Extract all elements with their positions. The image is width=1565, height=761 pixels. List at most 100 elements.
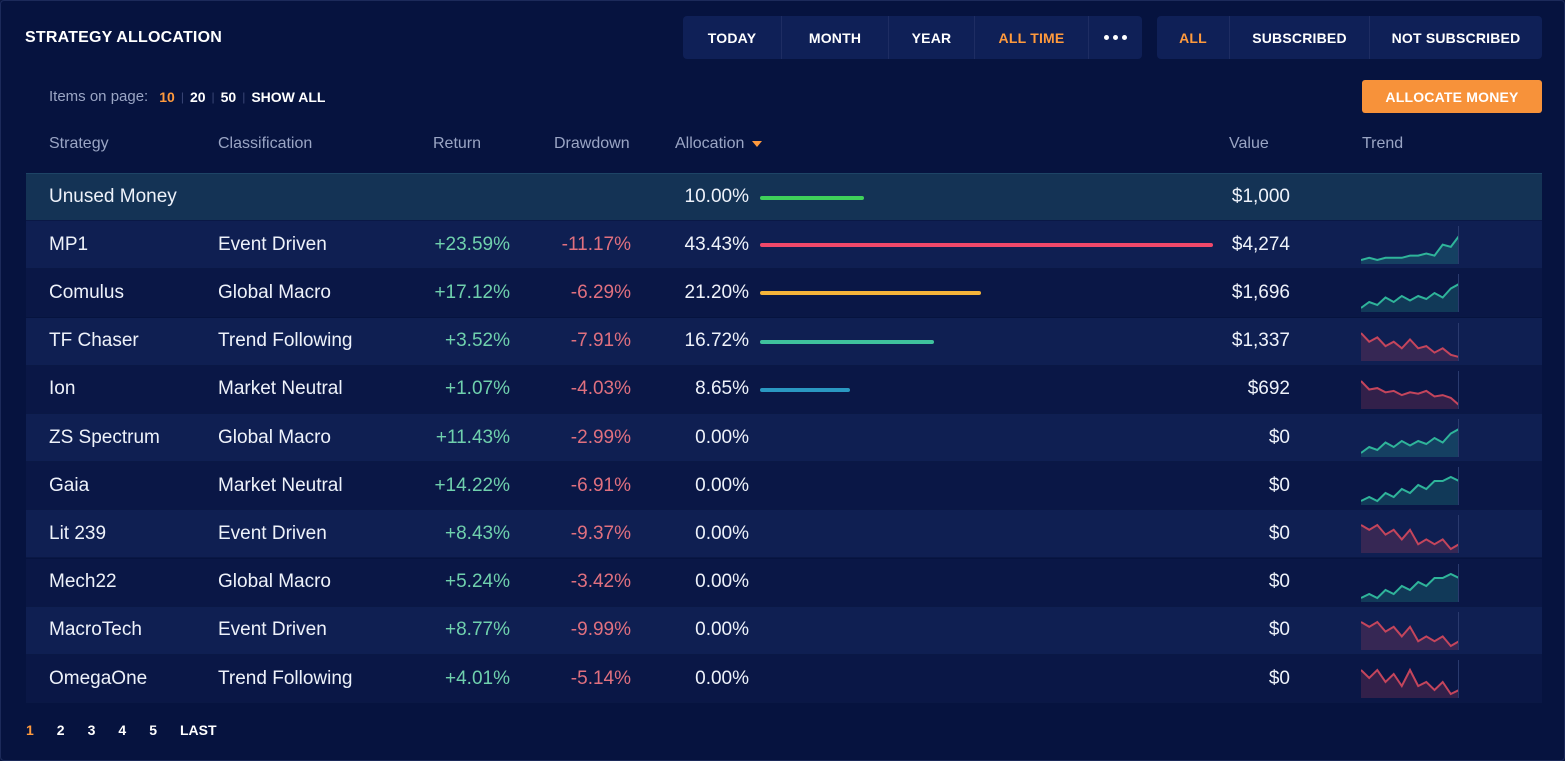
filter-subscribed[interactable]: SUBSCRIBED xyxy=(1230,16,1370,59)
trend-sparkline xyxy=(1361,226,1459,265)
page-size-10[interactable]: 10 xyxy=(159,88,175,105)
return-value xyxy=(366,174,510,220)
table-row[interactable]: Ion Market Neutral +1.07% -4.03% 8.65% $692 xyxy=(26,365,1542,414)
page-link-1[interactable]: 1 xyxy=(26,722,34,738)
tab-all-time[interactable]: ALL TIME xyxy=(975,16,1089,59)
classification: Market Neutral xyxy=(218,474,343,496)
value-amount: $4,274 xyxy=(1231,233,1290,255)
unused-money-row[interactable]: Unused Money 10.00% $1,000 xyxy=(26,173,1542,221)
allocation-value: 0.00% xyxy=(695,571,749,593)
table-row[interactable]: MP1 Event Driven +23.59% -11.17% 43.43% $4,27… xyxy=(26,221,1542,270)
return-value: +3.52% xyxy=(445,330,510,352)
column-header-drawdown[interactable]: Drawdown xyxy=(554,135,630,152)
show-all-link[interactable]: SHOW ALL xyxy=(251,88,326,105)
column-header-trend: Trend xyxy=(1362,135,1404,152)
allocate-money-button[interactable]: ALLOCATE MONEY xyxy=(1362,80,1542,113)
trend-sparkline xyxy=(1361,322,1459,361)
allocation-value: 0.00% xyxy=(695,426,749,448)
sparkline-area xyxy=(1361,573,1458,602)
drawdown-value: -2.99% xyxy=(570,426,631,448)
sparkline-line xyxy=(1361,524,1458,551)
table-row[interactable]: TF Chaser Trend Following +3.52% -7.91% 16.7… xyxy=(26,317,1542,366)
table-row[interactable]: OmegaOne Trend Following +4.01% -5.14% 0.00%… xyxy=(26,655,1542,703)
tab-today[interactable]: TODAY xyxy=(683,16,782,59)
column-header-strategy[interactable]: Strategy xyxy=(49,135,109,152)
strategy-name[interactable]: Lit 239 xyxy=(49,522,107,544)
value-amount: $1,000 xyxy=(1231,186,1290,207)
classification: Event Driven xyxy=(218,522,327,544)
column-header-value[interactable]: Value xyxy=(1229,135,1269,152)
return-value: +8.77% xyxy=(445,619,510,641)
table-row[interactable]: Mech22 Global Macro +5.24% -3.42% 0.00% $0 xyxy=(26,558,1542,607)
trend-sparkline xyxy=(1361,419,1459,457)
sparkline-line xyxy=(1361,235,1458,262)
allocation-bar xyxy=(760,291,982,296)
sparkline-line xyxy=(1361,331,1458,358)
return-value: +1.07% xyxy=(445,378,510,400)
return-value: +23.59% xyxy=(434,233,510,255)
filter-not-subscribed[interactable]: NOT SUBSCRIBED xyxy=(1391,29,1521,46)
page-size-20[interactable]: 20 xyxy=(189,88,206,105)
allocation-bar xyxy=(760,387,851,392)
strategy-name[interactable]: Ion xyxy=(49,378,76,400)
page-link-2[interactable]: 2 xyxy=(56,722,65,738)
value-amount: $0 xyxy=(1268,522,1290,544)
items-per-page-label: Items on page: xyxy=(49,88,149,105)
column-header-allocation[interactable]: Allocation xyxy=(675,135,763,153)
table-row[interactable]: Comulus Global Macro +17.12% -6.29% 21.20% $1… xyxy=(26,269,1542,318)
table-row[interactable]: Lit 239 Event Driven +8.43% -9.37% 0.00% $0 xyxy=(26,510,1542,559)
return-value: +11.43% xyxy=(435,426,510,448)
allocation-value: 16.72% xyxy=(684,330,749,352)
drawdown-value: -6.91% xyxy=(570,474,631,496)
strategy-name[interactable]: MacroTech xyxy=(49,619,142,641)
divider: | xyxy=(242,89,246,104)
trend-sparkline xyxy=(1361,515,1459,554)
strategy-name[interactable]: MP1 xyxy=(49,233,89,255)
tab-year[interactable]: YEAR xyxy=(889,16,975,59)
page-link-4[interactable]: 4 xyxy=(118,722,127,738)
value-amount: $0 xyxy=(1268,571,1290,593)
strategy-name[interactable]: Comulus xyxy=(49,281,124,303)
strategy-name[interactable]: TF Chaser xyxy=(49,330,139,352)
page-link-last[interactable]: LAST xyxy=(179,722,217,738)
sparkline-area xyxy=(1361,237,1458,265)
classification: Global Macro xyxy=(218,426,331,448)
sort-descending-caret-icon xyxy=(752,140,763,147)
drawdown-value: -4.03% xyxy=(570,378,631,400)
allocation-value: 43.43% xyxy=(684,233,749,255)
table-row[interactable]: ZS Spectrum Global Macro +11.43% -2.99% 0.00… xyxy=(26,414,1542,462)
allocation-bar xyxy=(760,196,865,200)
column-header-classification[interactable]: Classification xyxy=(218,135,313,152)
value-amount: $0 xyxy=(1268,667,1290,689)
sparkline-area xyxy=(1361,380,1458,409)
return-value: +4.01% xyxy=(445,667,510,689)
strategy-name[interactable]: Mech22 xyxy=(49,571,117,593)
table-row[interactable]: MacroTech Event Driven +8.77% -9.99% 0.00% $0 xyxy=(26,606,1542,655)
drawdown-value xyxy=(506,174,631,220)
filter-all[interactable]: ALL xyxy=(1157,16,1230,59)
table-row[interactable]: Gaia Market Neutral +14.22% -6.91% 0.00% $0 xyxy=(26,462,1542,511)
tab-month[interactable]: MONTH xyxy=(782,16,889,59)
drawdown-value: -5.14% xyxy=(570,667,631,689)
value-amount: $0 xyxy=(1268,619,1290,641)
strategy-name[interactable]: Gaia xyxy=(49,474,90,496)
page-link-5[interactable]: 5 xyxy=(149,722,157,738)
trend-sparkline xyxy=(1361,274,1459,313)
strategy-name[interactable]: ZS Spectrum xyxy=(49,426,160,448)
sparkline-line xyxy=(1361,380,1458,406)
drawdown-value: -6.29% xyxy=(570,281,631,303)
classification: Global Macro xyxy=(218,281,331,303)
strategy-name[interactable]: Unused Money xyxy=(49,186,177,207)
page-link-3[interactable]: 3 xyxy=(87,722,96,738)
trend-sparkline xyxy=(1361,370,1459,409)
more-options-button[interactable] xyxy=(1089,16,1142,59)
classification: Global Macro xyxy=(218,571,331,593)
column-header-return[interactable]: Return xyxy=(433,135,482,152)
trend-sparkline xyxy=(1361,467,1459,506)
page-size-50[interactable]: 50 xyxy=(220,88,237,105)
strategy-name[interactable]: OmegaOne xyxy=(49,667,148,689)
sparkline-area xyxy=(1361,525,1458,554)
sparkline-area xyxy=(1361,332,1458,361)
value-amount: $0 xyxy=(1268,426,1290,448)
